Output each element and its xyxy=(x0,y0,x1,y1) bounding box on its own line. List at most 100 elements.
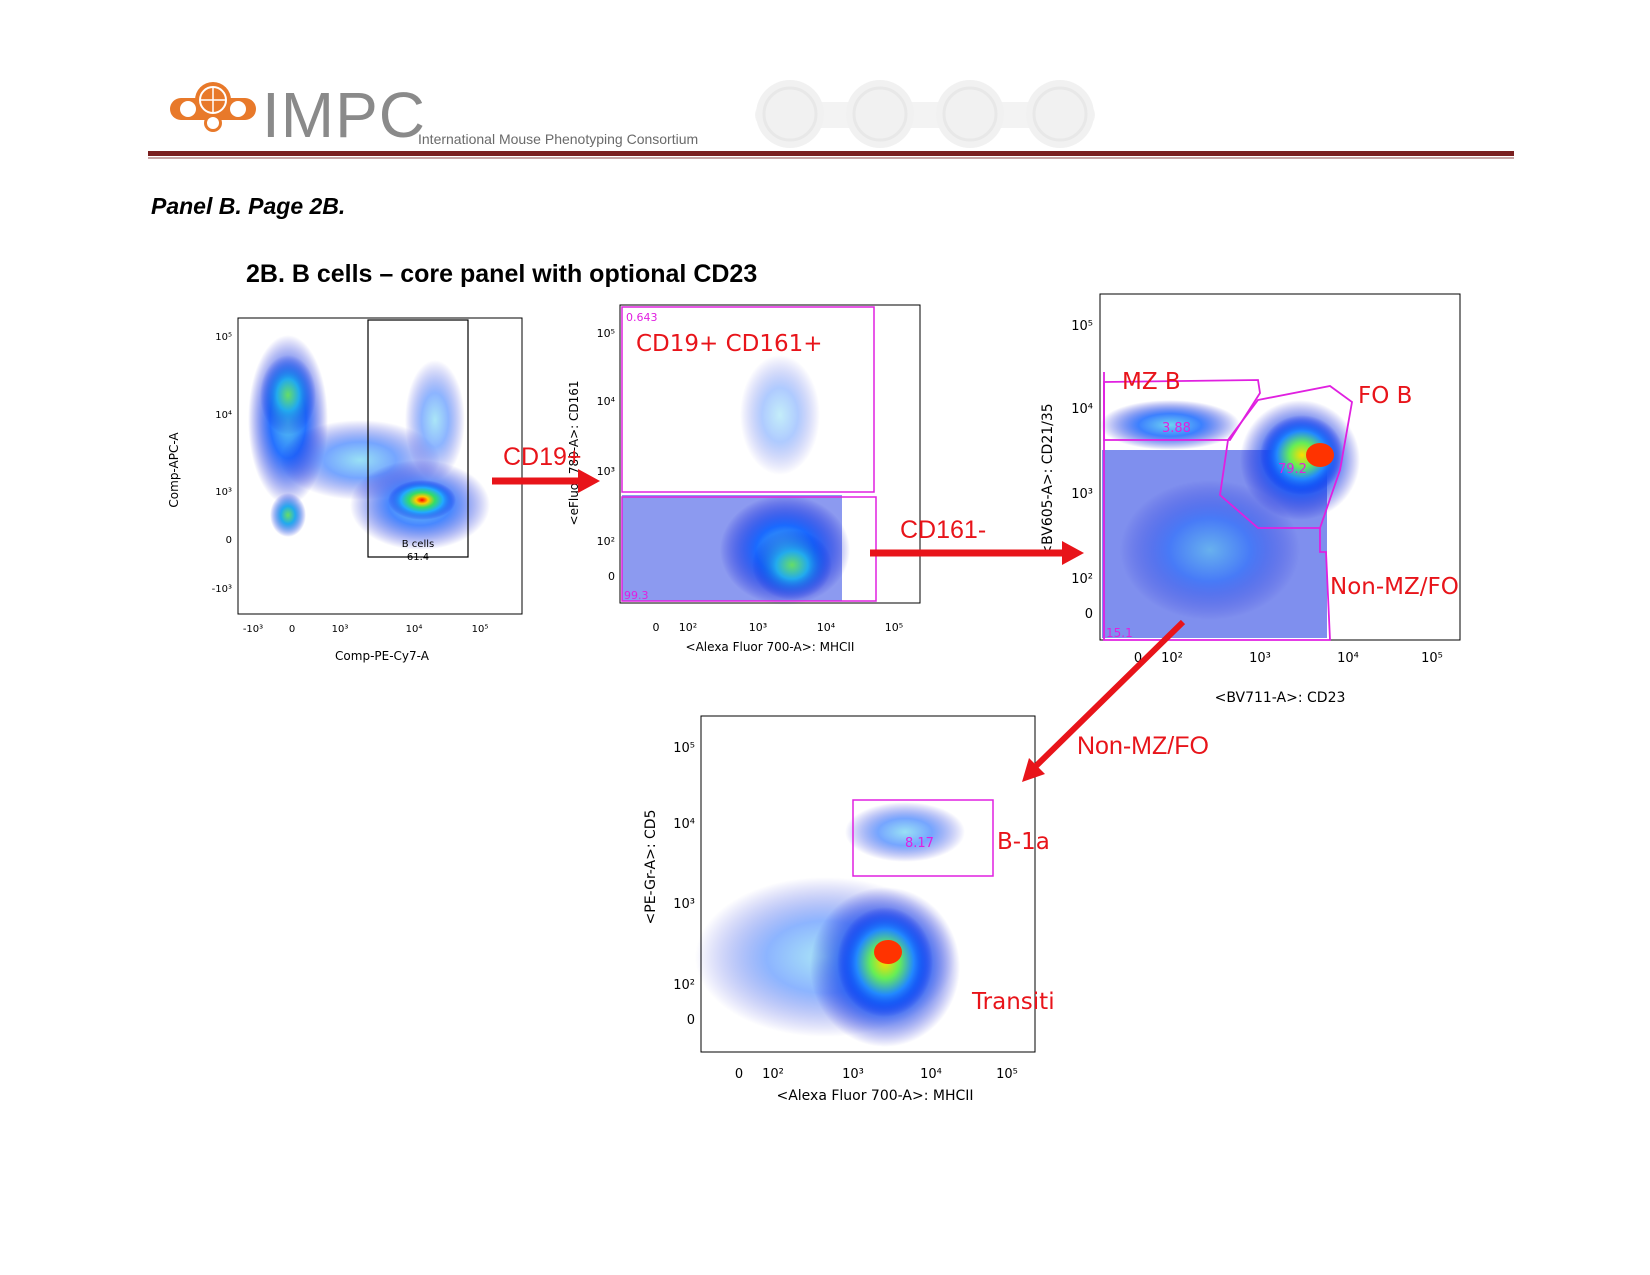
plot2-x-tick: 0 xyxy=(653,621,660,634)
plot3-x-tick: 10⁴ xyxy=(1337,651,1359,666)
plot3-chart: MZ B 3.88 FO B 79.2 Non-MZ/FO 15.1 0 10²… xyxy=(1040,293,1461,706)
plot3-gate-name-mzb: MZ B xyxy=(1122,369,1181,395)
plot3-y-tick: 10⁴ xyxy=(1071,402,1093,417)
plot1-chart: B cells 61.4 -10³ 0 10³ 10⁴ 10⁵ 10⁵ 10⁴ … xyxy=(167,317,523,663)
plot1-y-ticks: 10⁵ 10⁴ 10³ 0 -10³ xyxy=(212,332,232,595)
plot2-ylabel: <eFluor 780-A>: CD161 xyxy=(567,381,581,526)
arrow-cd19-head xyxy=(578,469,600,493)
header-rule xyxy=(148,151,1514,156)
plot4-x-tick: 0 xyxy=(735,1067,743,1082)
plot2-xlabel: <Alexa Fluor 700-A>: MHCII xyxy=(686,640,855,654)
plot1-y-tick: 0 xyxy=(226,535,232,546)
plot3-x-ticks: 0 10² 10³ 10⁴ 10⁵ xyxy=(1134,651,1443,666)
plot2-y-tick: 10⁵ xyxy=(597,327,615,340)
plot4-gate-value-b1a: 8.17 xyxy=(905,836,934,851)
plot1-y-tick: 10³ xyxy=(215,487,232,498)
plot4-chart: 8.17 B-1a Transitional/B-1b/PB 0 10² 10³… xyxy=(643,715,1055,1104)
plot3-gate-name-nonmzfo: Non-MZ/FO xyxy=(1330,574,1459,600)
panel-label: Panel B. Page 2B. xyxy=(151,193,346,219)
plot2-y-tick: 0 xyxy=(608,570,615,583)
plot3-gate-name-fob: FO B xyxy=(1358,383,1412,409)
plot2-density xyxy=(622,355,850,605)
plot3-ylabel: <BV605-A>: CD21/35 xyxy=(1040,403,1056,556)
plot4-x-tick: 10² xyxy=(762,1067,784,1082)
plot2-x-ticks: 0 10² 10³ 10⁴ 10⁵ xyxy=(653,621,904,634)
plot4-ylabel: <PE-Gr-A>: CD5 xyxy=(643,810,659,925)
plot4-density xyxy=(695,802,965,1047)
plot1-y-tick: 10⁵ xyxy=(215,332,232,343)
plot4-y-tick: 10⁵ xyxy=(673,741,695,756)
plot3-y-tick: 0 xyxy=(1085,607,1093,622)
plot1-y-tick: -10³ xyxy=(212,584,232,595)
plot3-y-tick: 10² xyxy=(1071,572,1093,587)
plot1-xlabel: Comp-PE-Cy7-A xyxy=(335,649,430,663)
plot2-x-tick: 10⁴ xyxy=(817,621,836,634)
plot1-x-ticks: -10³ 0 10³ 10⁴ 10⁵ xyxy=(243,624,489,635)
plot2-y-ticks: 10⁵ 10⁴ 10³ 10² 0 xyxy=(597,327,616,583)
plot3-gate-value-mzb: 3.88 xyxy=(1162,421,1191,436)
plot3-gate-value-fob: 79.2 xyxy=(1278,462,1307,477)
plot4-x-tick: 10⁵ xyxy=(996,1067,1018,1082)
plot1-bcells-gate xyxy=(367,319,469,558)
plot2-x-tick: 10² xyxy=(679,621,697,634)
plot1-ylabel: Comp-APC-A xyxy=(167,432,181,508)
plot2-gate-value-pos: 0.643 xyxy=(626,311,658,324)
plot3-density xyxy=(1100,400,1360,638)
logo-text: IMPC xyxy=(262,79,426,151)
plot2-cd161pos-gate xyxy=(621,306,875,493)
plot2-x-tick: 10³ xyxy=(749,621,767,634)
section-title: 2B. B cells – core panel with optional C… xyxy=(246,260,758,288)
plot1-x-tick: 10⁴ xyxy=(406,624,423,635)
plot2-chart: 0.643 CD19+ CD161+ 99.3 0 10² 10³ 10⁴ 10… xyxy=(567,304,921,654)
flow-label-cd161neg: CD161- xyxy=(900,516,987,544)
watermark-chain xyxy=(745,78,1105,150)
plot3-x-tick: 10³ xyxy=(1249,651,1271,666)
plot4-y-tick: 0 xyxy=(687,1013,695,1028)
plot3-nonmzfo-gate xyxy=(1103,372,1331,641)
plot2-x-tick: 10⁵ xyxy=(885,621,903,634)
logo-subtitle: International Mouse Phenotyping Consorti… xyxy=(418,131,699,147)
plot4-x-ticks: 0 10² 10³ 10⁴ 10⁵ xyxy=(735,1067,1018,1082)
plot3-x-tick: 0 xyxy=(1134,651,1142,666)
plot4-x-tick: 10³ xyxy=(842,1067,864,1082)
plot3-x-tick: 10² xyxy=(1161,651,1183,666)
plot4-y-tick: 10³ xyxy=(673,897,695,912)
plot4-y-tick: 10² xyxy=(673,978,695,993)
plot1-y-tick: 10⁴ xyxy=(215,410,232,421)
plot3-xlabel: <BV711-A>: CD23 xyxy=(1215,690,1346,706)
arrow-nonmzfo-head xyxy=(1022,758,1045,782)
plot2-cd161neg-gate xyxy=(621,496,877,602)
plot1-x-tick: 10³ xyxy=(332,624,349,635)
plot3-x-tick: 10⁵ xyxy=(1421,651,1443,666)
flow-label-nonmzfo: Non-MZ/FO xyxy=(1077,732,1209,760)
impc-logo xyxy=(168,78,258,140)
plot4-gate-name-transitional: Transitional/B-1b/PB xyxy=(971,989,1055,1015)
plot2-gate-value-neg: 99.3 xyxy=(624,589,649,602)
plot4-x-tick: 10⁴ xyxy=(920,1067,942,1082)
plot4-gate-name-b1a: B-1a xyxy=(997,829,1050,855)
plot3-y-tick: 10³ xyxy=(1071,487,1093,502)
plot1-x-tick: 0 xyxy=(289,624,295,635)
arrow-nonmzfo xyxy=(1033,619,1186,769)
plot1-x-tick: 10⁵ xyxy=(472,624,489,635)
plot1-density xyxy=(248,335,490,550)
plot1-gate-value: 61.4 xyxy=(407,552,429,563)
plot4-b1a-gate xyxy=(852,799,994,877)
plot3-gate-value-nonmzfo: 15.1 xyxy=(1106,626,1133,640)
header-rule-light xyxy=(148,157,1514,159)
plot2-gate-name-pos: CD19+ CD161+ xyxy=(636,331,823,357)
plot4-y-tick: 10⁴ xyxy=(673,817,695,832)
arrow-cd161neg-head xyxy=(1062,541,1084,565)
plot2-y-tick: 10² xyxy=(597,535,615,548)
plot3-y-ticks: 10⁵ 10⁴ 10³ 10² 0 xyxy=(1071,319,1093,622)
plot4-y-ticks: 10⁵ 10⁴ 10³ 10² 0 xyxy=(673,741,695,1028)
plot2-y-tick: 10³ xyxy=(597,465,615,478)
plot2-y-tick: 10⁴ xyxy=(597,395,616,408)
plot4-xlabel: <Alexa Fluor 700-A>: MHCII xyxy=(776,1088,973,1104)
flow-label-cd19: CD19+ xyxy=(503,443,582,471)
plot1-x-tick: -10³ xyxy=(243,624,263,635)
impc-logo-icon xyxy=(170,82,256,132)
plot1-gate-name: B cells xyxy=(402,539,434,550)
plot3-y-tick: 10⁵ xyxy=(1071,319,1093,334)
